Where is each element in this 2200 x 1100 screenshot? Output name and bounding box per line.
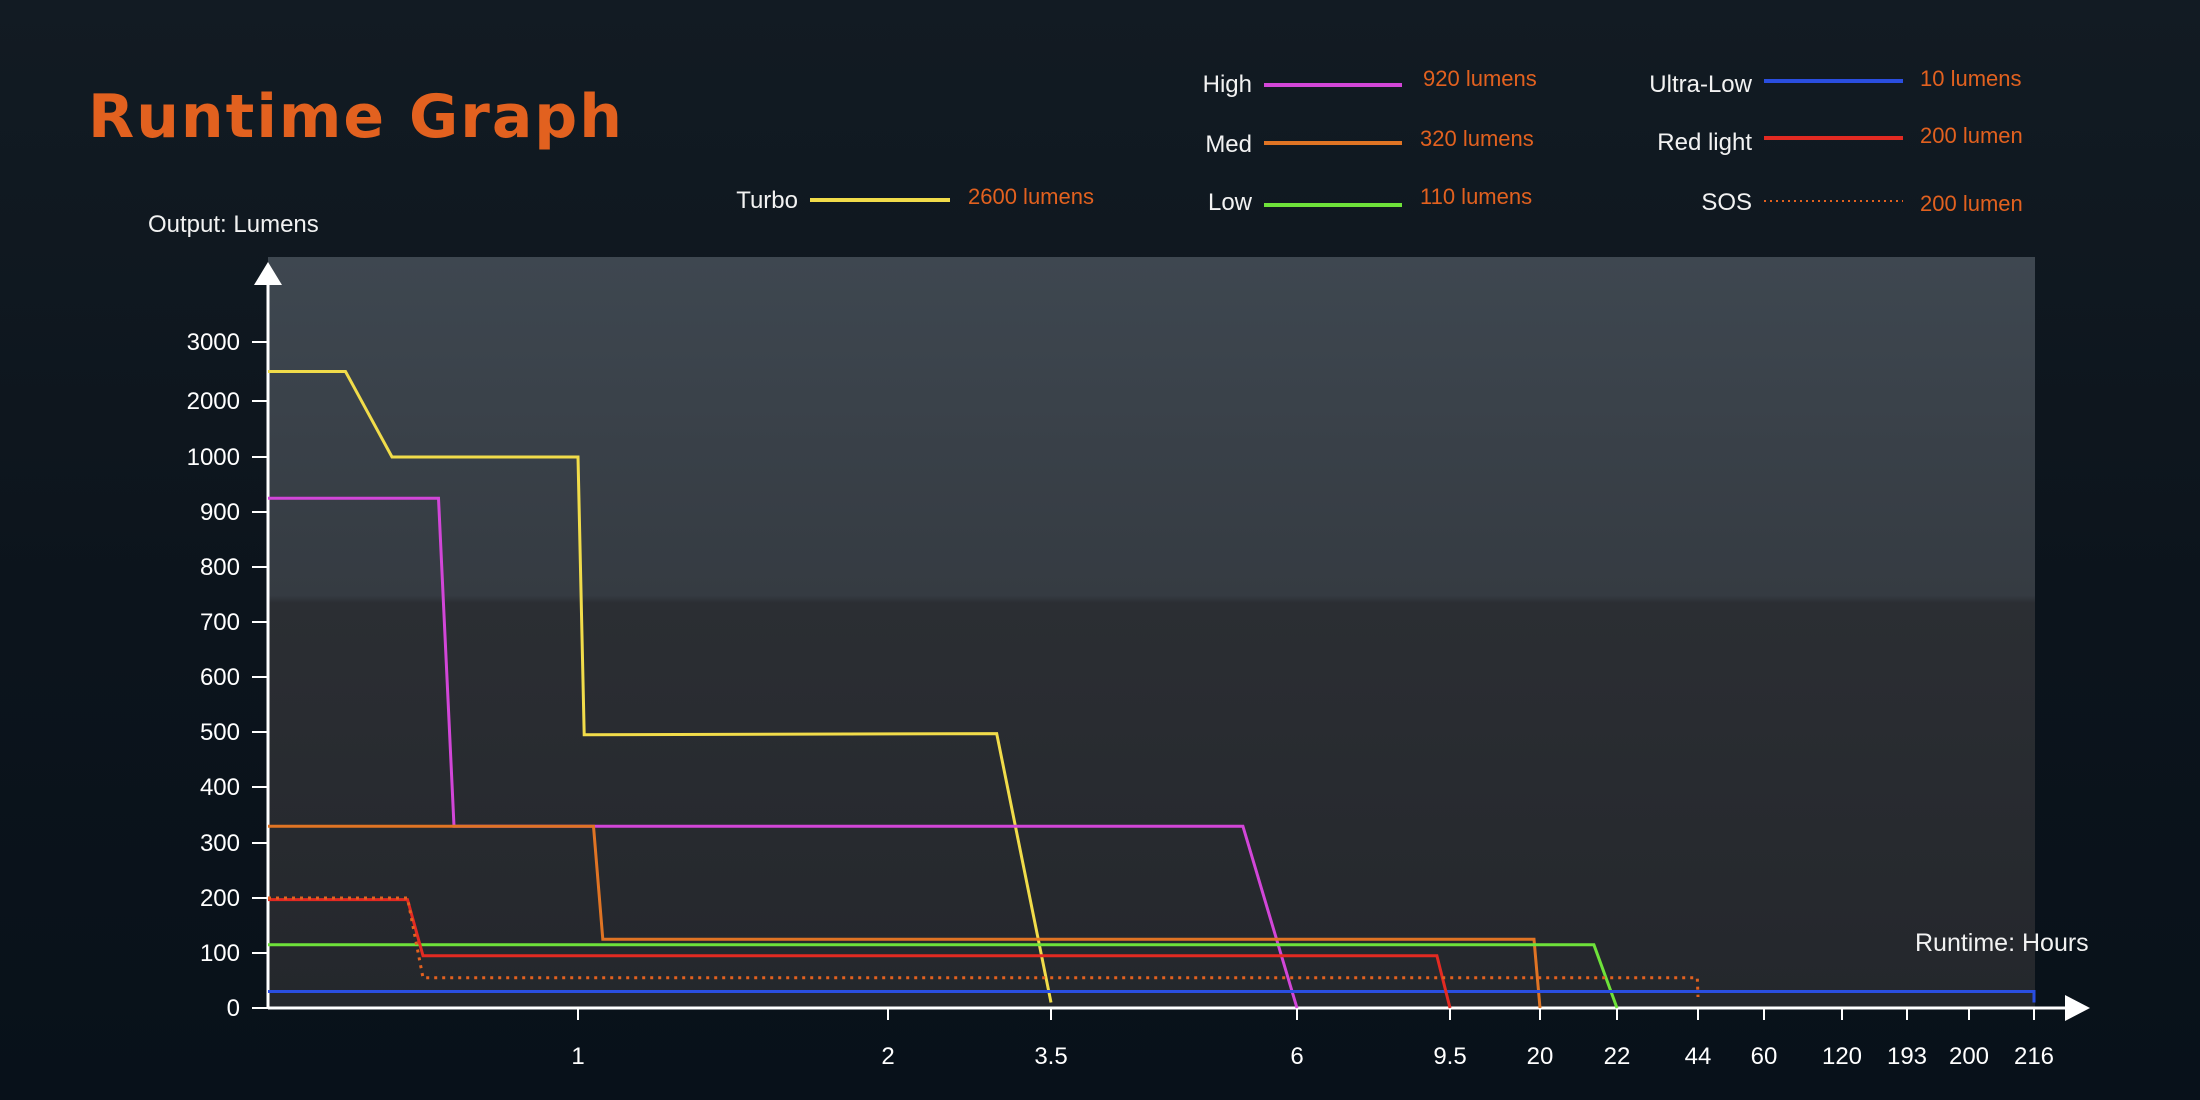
y-axis-arrow [254, 262, 282, 285]
x-axis-arrow [2065, 995, 2090, 1021]
legend-value-low: 110 lumens [1420, 184, 1532, 209]
x-tick-label: 44 [1685, 1043, 1712, 1070]
x-tick-label: 9.5 [1433, 1043, 1466, 1070]
x-tick-label: 216 [2014, 1043, 2054, 1070]
legend: Turbo 2600 lumens High 920 lumens Med 320 lum… [736, 66, 2023, 216]
x-tick-label: 60 [1751, 1043, 1778, 1070]
y-tick-label: 100 [200, 940, 240, 967]
y-tick-label: 800 [200, 554, 240, 581]
x-tick-label: 3.5 [1034, 1043, 1067, 1070]
series-layer [268, 370, 2036, 1009]
y-tick-label: 2000 [187, 388, 240, 415]
x-tick-label: 1 [571, 1043, 584, 1070]
y-tick-label: 900 [200, 499, 240, 526]
axis-labels: Output: Lumens Runtime: Hours [148, 211, 2089, 957]
legend-name-med: Med [1205, 131, 1252, 158]
y-tick-label: 200 [200, 885, 240, 912]
y-tick-label: 400 [200, 774, 240, 801]
legend-name-red-light: Red light [1657, 129, 1752, 156]
legend-value-ultra-low: 10 lumens [1920, 66, 2022, 91]
series-line-low [268, 943, 1619, 1009]
x-tick-label: 2 [881, 1043, 894, 1070]
legend-value-red-light: 200 lumen [1920, 123, 2023, 148]
series-line-ultra-low [268, 990, 2036, 1003]
x-tick-label: 20 [1527, 1043, 1554, 1070]
x-tick-label: 193 [1887, 1043, 1927, 1070]
series-line-red-light [268, 898, 1452, 1009]
y-tick-label: 500 [200, 719, 240, 746]
y-axis-label: Output: Lumens [148, 211, 319, 238]
x-tick-label: 120 [1822, 1043, 1862, 1070]
x-axis-label: Runtime: Hours [1915, 929, 2089, 957]
legend-name-ultra-low: Ultra-Low [1649, 71, 1752, 98]
legend-name-turbo: Turbo [736, 187, 798, 214]
series-line-med [268, 824, 1542, 1009]
axes: 0 100 200 300 400 500 600 700 800 900 1000 2000 3000… [187, 262, 2090, 1070]
x-tick-label: 22 [1604, 1043, 1631, 1070]
legend-value-sos: 200 lumen [1920, 191, 2023, 216]
y-tick-label: 600 [200, 664, 240, 691]
y-tick-label: 3000 [187, 329, 240, 356]
page-title: Runtime Graph [88, 82, 624, 152]
legend-name-sos: SOS [1701, 189, 1752, 216]
x-tick-label: 6 [1290, 1043, 1303, 1070]
legend-value-turbo: 2600 lumens [968, 184, 1094, 209]
legend-value-med: 320 lumens [1420, 126, 1534, 151]
legend-value-high: 920 lumens [1423, 66, 1537, 91]
series-line-turbo [268, 370, 1053, 1003]
plot-area [268, 257, 2035, 1009]
y-tick-label: 0 [227, 995, 240, 1022]
x-tick-label: 200 [1949, 1043, 1989, 1070]
legend-name-high: High [1203, 71, 1252, 98]
y-tick-label: 1000 [187, 444, 240, 471]
y-tick-label: 300 [200, 830, 240, 857]
y-tick-label: 700 [200, 609, 240, 636]
legend-name-low: Low [1208, 189, 1253, 216]
